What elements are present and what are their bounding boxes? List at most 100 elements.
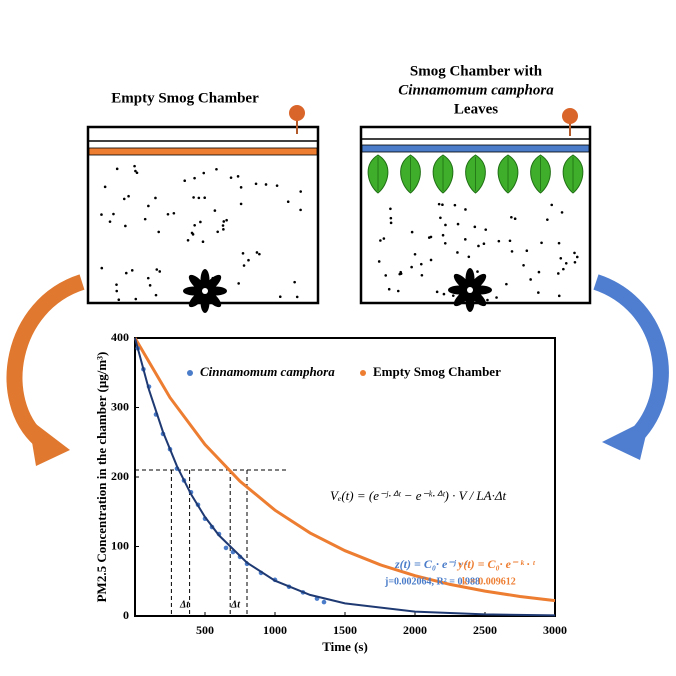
- fit-params: k = 0.009612: [462, 576, 516, 587]
- particle: [529, 278, 532, 281]
- particle: [127, 194, 130, 198]
- particle: [247, 258, 250, 262]
- legend-marker: [360, 370, 366, 376]
- particle: [525, 249, 529, 253]
- particle: [537, 270, 541, 274]
- particle: [497, 239, 501, 243]
- particle: [559, 256, 563, 260]
- particle: [239, 202, 243, 206]
- particle: [115, 289, 119, 293]
- particle: [573, 261, 577, 264]
- particle: [133, 164, 136, 168]
- particle: [484, 228, 488, 231]
- particle: [495, 296, 498, 299]
- particle: [557, 272, 560, 275]
- decoration: [100, 154, 584, 313]
- particle: [575, 255, 579, 259]
- point: [223, 545, 229, 551]
- particle: [201, 240, 205, 244]
- particle: [286, 200, 290, 204]
- particle: [203, 196, 206, 200]
- x-tick-label: 3000: [543, 623, 567, 637]
- chart: 0 100 200 300 400 500 1000 1500 2000 2500 3000 Time…: [94, 330, 567, 654]
- y-tick-label: 0: [123, 608, 129, 622]
- particle: [130, 269, 134, 272]
- particle: [550, 203, 554, 207]
- particle: [513, 217, 517, 220]
- particle: [299, 190, 302, 193]
- particle: [229, 176, 233, 179]
- particle: [410, 230, 414, 234]
- particle: [135, 171, 139, 175]
- particle: [396, 289, 400, 293]
- particle: [387, 287, 391, 291]
- fan-blade: [188, 274, 206, 292]
- particle: [148, 284, 152, 287]
- particle: [413, 252, 417, 256]
- particle: [429, 235, 433, 239]
- particle: [154, 293, 158, 297]
- fit-line: [134, 337, 556, 617]
- particle: [225, 218, 228, 222]
- y-axis-label: PM2.5 Concentration in the chamber (μg/m…: [94, 352, 109, 603]
- particle: [143, 217, 147, 221]
- particle: [464, 208, 467, 211]
- particle: [146, 276, 150, 280]
- particle: [242, 264, 246, 267]
- fan-blade: [469, 273, 487, 291]
- particle: [456, 251, 459, 254]
- right-title: Smog Chamber with: [410, 63, 543, 79]
- particle: [154, 196, 157, 200]
- particle: [275, 184, 279, 187]
- particle: [293, 280, 296, 284]
- particle: [134, 169, 137, 173]
- particle: [562, 267, 565, 271]
- fan-blade: [188, 290, 206, 308]
- fan-hub: [202, 288, 208, 294]
- particle: [157, 230, 161, 234]
- y-tick-label: 200: [111, 469, 129, 483]
- particle: [464, 238, 467, 241]
- particle: [124, 271, 128, 275]
- particle: [193, 176, 196, 180]
- particle: [172, 211, 176, 215]
- particle: [420, 273, 424, 277]
- point: [321, 599, 327, 605]
- particle: [100, 213, 103, 216]
- particle: [522, 263, 525, 267]
- particle: [377, 260, 381, 263]
- particle: [155, 268, 159, 271]
- particle: [444, 223, 447, 227]
- particle: [442, 292, 446, 296]
- particle: [467, 255, 471, 259]
- particle: [476, 270, 479, 273]
- arrow-left-head: [28, 418, 70, 466]
- particle: [546, 218, 549, 221]
- particle: [112, 212, 115, 216]
- particle: [537, 291, 540, 294]
- particle: [199, 220, 202, 224]
- particle: [115, 167, 119, 171]
- particle: [258, 252, 261, 256]
- particle: [456, 222, 460, 226]
- particle: [429, 258, 433, 262]
- particle: [389, 221, 393, 225]
- fan-blade: [469, 289, 487, 307]
- arrow-left: [6, 274, 85, 446]
- particle: [100, 266, 104, 270]
- particle: [389, 207, 392, 211]
- particle: [183, 179, 187, 183]
- particle: [557, 294, 561, 298]
- particle: [221, 224, 225, 227]
- particle: [254, 182, 258, 186]
- particle: [441, 203, 444, 207]
- particle: [399, 270, 402, 274]
- particle: [103, 185, 107, 189]
- particle: [215, 167, 218, 171]
- x-axis-label: Time (s): [322, 639, 368, 654]
- particle: [505, 282, 508, 286]
- plant-chamber: [359, 108, 592, 305]
- particle: [453, 203, 457, 207]
